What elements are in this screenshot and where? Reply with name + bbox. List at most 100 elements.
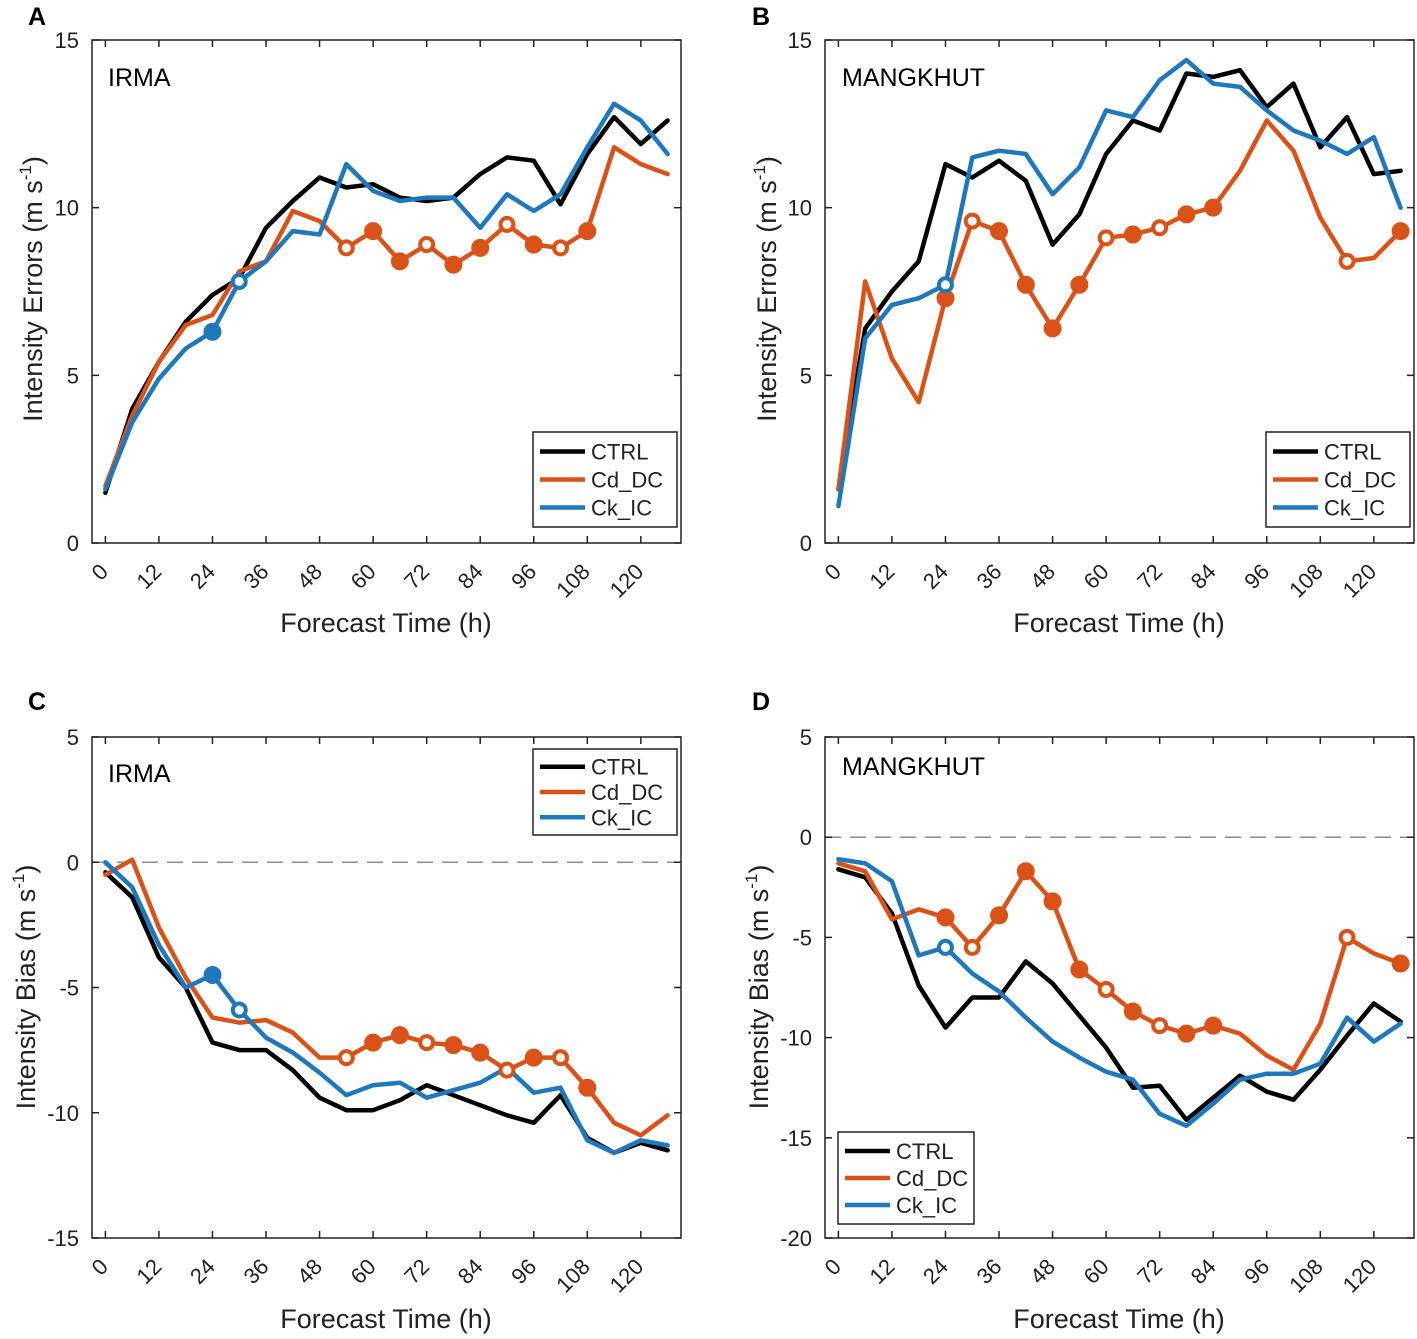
- panel-d-series-ctrl-line: [836, 867, 1403, 1123]
- panel-a-xtick-label: 72: [399, 559, 434, 594]
- panel-c-ck-ic-marker-0: [203, 965, 222, 984]
- panel-d-legend-label-ck-ic: Ck_IC: [896, 1193, 957, 1218]
- panel-b-cd-dc-marker-10: [1204, 198, 1223, 217]
- panel-c-xtick-label: 12: [131, 1254, 166, 1289]
- panel-a-cd-dc-marker-5: [471, 238, 490, 257]
- panel-d-xtick-label: 12: [864, 1254, 899, 1289]
- panel-b-ytick-label: 0: [800, 531, 812, 556]
- panel-a-xtick-label: 12: [131, 559, 166, 594]
- panel-c-legend-label-cd-dc: Cd_DC: [591, 780, 663, 805]
- panel-d-storm: MANGKHUT: [842, 753, 985, 781]
- panel-a-cd-dc-marker-7: [524, 235, 543, 254]
- panel-a-legend-label-ctrl: CTRL: [591, 440, 648, 465]
- panel-a-xtick-label: 60: [346, 559, 381, 594]
- panel-a-xtick-label: 36: [239, 559, 274, 594]
- panel-b-legend-label-ctrl: CTRL: [1324, 440, 1381, 465]
- panel-d: D Intensity Bias (m s-1) Forecast Time (…: [742, 688, 1415, 1334]
- panel-d-cd-dc-marker-9: [1177, 1024, 1196, 1043]
- panel-d-cd-dc-marker-5: [1070, 960, 1089, 979]
- panel-a-axes-frame: [91, 39, 682, 544]
- panel-d-xlabel: Forecast Time (h): [1013, 1304, 1225, 1334]
- panel-c-cd-dc-marker-0: [337, 1049, 355, 1067]
- panel-b-ytick-label: 15: [788, 28, 812, 53]
- panel-b-xtick-label: 108: [1284, 559, 1328, 603]
- panel-c-ytick-label: 5: [67, 725, 79, 750]
- panel-c-xtick-label: 84: [453, 1254, 488, 1289]
- panel-b-ylabel-sup: -1: [750, 165, 769, 180]
- panel-b-legend-label-ck-ic: Ck_IC: [1324, 495, 1385, 520]
- panel-b-ylabel: Intensity Errors (m s-1): [750, 156, 782, 422]
- panel-d-cd-dc-marker-7: [1123, 1002, 1142, 1021]
- panel-a-xtick-label: 0: [87, 559, 113, 585]
- panel-a-legend-label-ck-ic: Ck_IC: [591, 495, 652, 520]
- panel-b-xtick-label: 12: [864, 559, 899, 594]
- panel-d-cd-dc-marker-8: [1151, 1017, 1169, 1035]
- panel-c-cd-dc-marker-2: [390, 1026, 409, 1045]
- panel-c-series-cd-dc-line: [103, 857, 670, 1138]
- panel-d-ylabel: Intensity Bias (m s-1): [742, 865, 774, 1110]
- panel-b-cd-dc-marker-5: [1070, 275, 1089, 294]
- panel-d-cd-dc-marker-0: [936, 908, 955, 927]
- panel-c-legend-label-ck-ic: Ck_IC: [591, 805, 652, 830]
- panel-b-axes-frame: [824, 39, 1415, 544]
- panel-d-cd-dc-marker-4: [1043, 892, 1062, 911]
- panel-c-storm: IRMA: [108, 760, 171, 788]
- panel-b-ytick-label: 5: [800, 363, 812, 388]
- panel-c-xtick-label: 72: [399, 1254, 434, 1289]
- panel-a-ck-ic-marker-1: [230, 272, 248, 290]
- panel-d-ck-ic-marker-0: [936, 938, 954, 956]
- panel-a-xtick-label: 108: [551, 559, 595, 603]
- panel-c-ylabel-close: ): [11, 865, 41, 874]
- panel-a-cd-dc-marker-2: [390, 252, 409, 271]
- panel-c-xlabel: Forecast Time (h): [280, 1304, 492, 1334]
- panel-c-xtick-label: 60: [346, 1254, 381, 1289]
- panel-a-ylabel-close: ): [18, 156, 48, 165]
- panel-b-xtick-label: 120: [1338, 559, 1382, 603]
- panel-d-cd-dc-marker-11: [1338, 928, 1356, 946]
- panel-b-series-ctrl-line: [836, 67, 1403, 492]
- panel-d-letter: D: [752, 688, 770, 716]
- panel-d-xtick-label: 60: [1079, 1254, 1114, 1289]
- panel-b-cd-dc-marker-6: [1097, 229, 1115, 247]
- panel-a-cd-dc-marker-8: [552, 239, 570, 257]
- panel-c-ytick-label: -15: [47, 1226, 79, 1251]
- panel-d-ytick-label: -5: [792, 925, 812, 950]
- panel-d-ytick-label: 5: [800, 725, 812, 750]
- panel-c-xtick-label: 96: [506, 1254, 541, 1289]
- panel-d-cd-dc-marker-6: [1097, 981, 1115, 999]
- panel-c-cd-dc-marker-3: [418, 1034, 436, 1052]
- panel-c-series-ctrl-line: [103, 870, 670, 1156]
- panel-d-series-cd-dc-line: [836, 861, 1403, 1072]
- panel-b-xtick-label: 36: [972, 559, 1007, 594]
- panel-d-xtick-label: 96: [1239, 1254, 1274, 1289]
- panel-a-xtick-label: 48: [292, 559, 327, 594]
- panel-c-series-ck-ic-line: [103, 860, 670, 1156]
- panel-a-ck-ic-marker-0: [203, 322, 222, 341]
- panel-c-cd-dc-marker-4: [444, 1036, 463, 1055]
- panel-a-cd-dc-marker-0: [337, 239, 355, 257]
- panel-d-ylabel-close: ): [744, 865, 774, 874]
- panel-d-axes-frame: [824, 736, 1415, 1239]
- panel-c-ck-ic-marker-1: [230, 1001, 248, 1019]
- panel-d-xtick-label: 24: [918, 1254, 953, 1289]
- panel-c-xtick-label: 48: [292, 1254, 327, 1289]
- panel-a-xtick-label: 84: [453, 559, 488, 594]
- panel-c: C Intensity Bias (m s-1) Forecast Time (…: [9, 688, 682, 1334]
- panel-d-ytick-label: -15: [780, 1126, 812, 1151]
- panel-a-series-ck-ic-line: [103, 101, 670, 492]
- panel-b-series-ck-ic-line: [836, 57, 1403, 509]
- panel-b-cd-dc-marker-8: [1151, 219, 1169, 237]
- panel-c-cd-dc-marker-6: [498, 1061, 516, 1079]
- panel-b-cd-dc-marker-3: [1016, 275, 1035, 294]
- panel-d-xtick-label: 84: [1186, 1254, 1221, 1289]
- panel-a-legend-label-cd-dc: Cd_DC: [591, 468, 663, 493]
- panel-c-xtick-label: 24: [185, 1254, 220, 1289]
- panel-b-letter: B: [752, 3, 770, 31]
- panel-b-cd-dc-marker-4: [1043, 319, 1062, 338]
- panel-d-ylabel-main: Intensity Bias (m s: [744, 889, 774, 1110]
- panel-d-xtick-label: 48: [1025, 1254, 1060, 1289]
- panel-d-cd-dc-marker-10: [1204, 1016, 1223, 1035]
- panel-d-xtick-label: 108: [1284, 1254, 1328, 1298]
